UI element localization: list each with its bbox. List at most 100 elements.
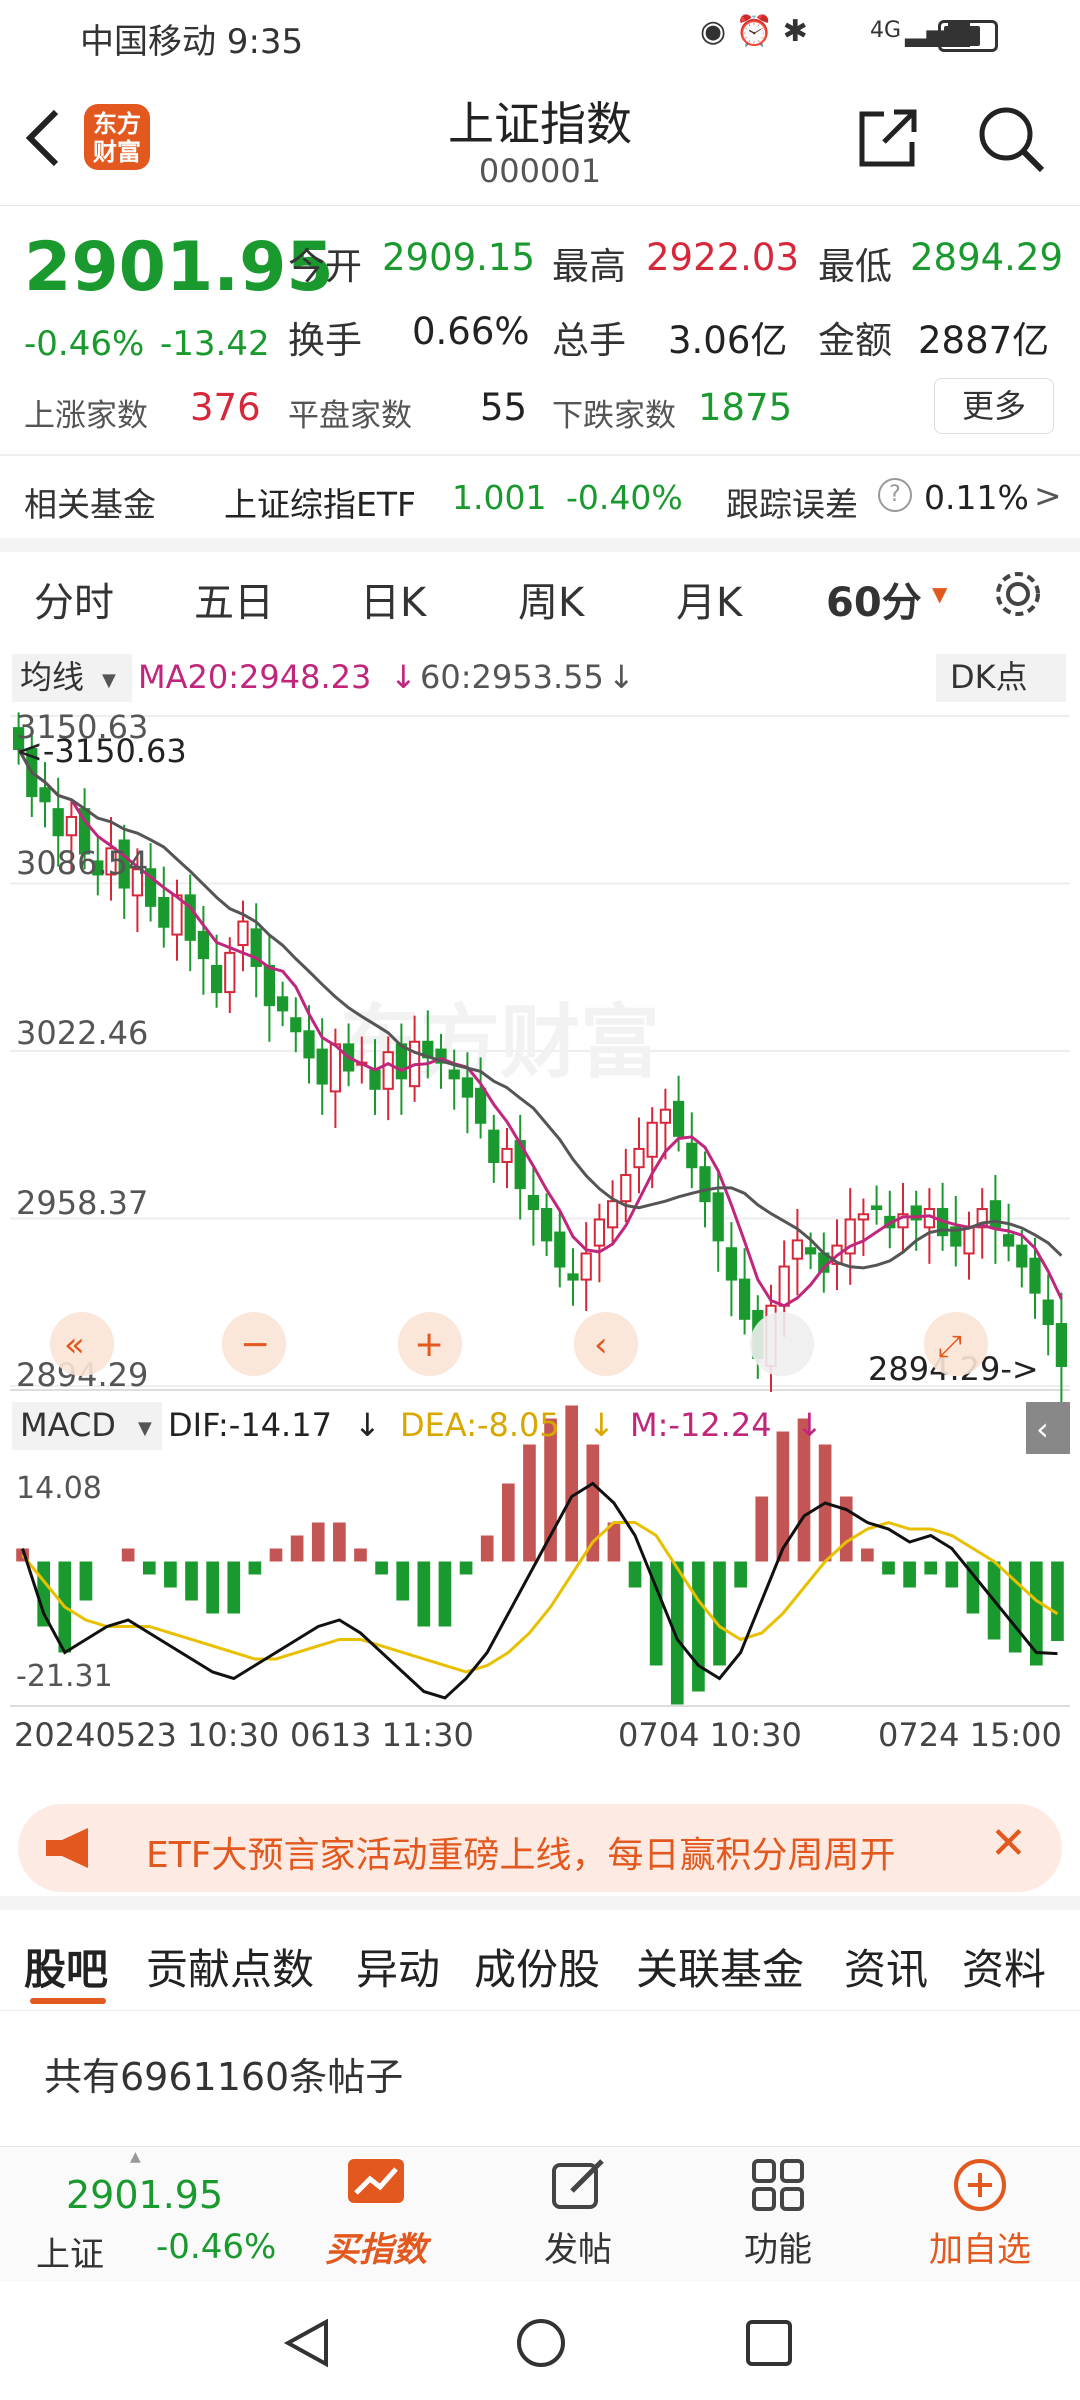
candle-body [725, 1247, 738, 1281]
nav-back-icon[interactable] [282, 2318, 332, 2368]
nav-home-icon[interactable] [514, 2316, 568, 2370]
flat-count-label: 平盘家数 [288, 398, 412, 434]
tab-five-day[interactable]: 五日 [194, 580, 274, 626]
candle-body [131, 868, 144, 897]
amount-label: 金额 [818, 319, 892, 362]
ma-type-select[interactable] [12, 654, 132, 702]
kline-chart-panel[interactable]: 东方财富 均线 ▼ MA20:2948.23 ↓ 60:2953.55 ↓ DK… [10, 650, 1070, 1790]
expand-caret-icon[interactable]: ▲ [130, 2149, 141, 2165]
kline-chart[interactable]: 东方财富 均线 ▼ MA20:2948.23 ↓ 60:2953.55 ↓ DK… [10, 650, 1070, 1790]
candle-body [144, 868, 157, 907]
candle-body [488, 1129, 500, 1163]
candle-body [844, 1218, 856, 1255]
candle-body [989, 1200, 1002, 1229]
nav-recents-icon[interactable] [744, 2318, 794, 2368]
tab-constituents[interactable]: 成份股 [474, 1945, 601, 1994]
related-fund-row[interactable]: 相关基金 上证综指ETF 1.001 -0.40% 跟踪误差 ? 0.11% > [0, 462, 1080, 530]
candle-body [118, 839, 130, 889]
candle-body [1042, 1299, 1054, 1326]
ma20-down-arrow: ↓ [390, 658, 417, 696]
ma-lines [17, 748, 1063, 1308]
tab-fenshi[interactable]: 分时 [34, 580, 114, 626]
volume-value: 3.06亿 [668, 319, 788, 362]
svg-text:«: « [64, 1325, 85, 1365]
scroll-left-button[interactable]: « [50, 1312, 114, 1376]
candle-body [501, 1147, 513, 1163]
back-icon[interactable] [22, 108, 62, 168]
fullscreen-button[interactable]: ⤢ [924, 1312, 988, 1376]
dk-button[interactable] [936, 654, 1066, 702]
candle-body [105, 847, 117, 876]
x-label-1: 20240523 10:30 [14, 1716, 279, 1754]
tab-60min-dropdown-icon[interactable]: ▼ [932, 582, 948, 606]
up-count-label: 上涨家数 [24, 398, 148, 434]
dea-line [21, 1520, 1059, 1674]
candle-body [870, 1205, 883, 1211]
ma-type-dropdown-icon[interactable]: ▼ [102, 670, 116, 691]
tab-guba[interactable]: 股吧 [24, 1945, 109, 1994]
post-button[interactable]: 发帖 [508, 2157, 648, 2271]
candle-body [65, 815, 78, 837]
more-button[interactable]: 更多 [934, 378, 1054, 434]
tab-week-k[interactable]: 周K [518, 580, 585, 626]
promo-banner[interactable]: ETF大预言家活动重磅上线，每日赢积分周周开 ✕ [18, 1804, 1062, 1892]
search-icon[interactable] [976, 104, 1046, 174]
settings-gear-icon[interactable] [990, 566, 1046, 622]
add-watchlist-label: 加自选 [929, 2230, 1031, 2270]
period-tabs: 分时 五日 日K 周K 月K 60分 ▼ [0, 552, 1080, 642]
candle-body [686, 1142, 698, 1169]
battery-icon [938, 20, 998, 52]
candle-body [158, 896, 170, 928]
max-price-label: <-3150.63 [16, 732, 187, 770]
plus-circle-icon [954, 2159, 1006, 2211]
step-left-button[interactable]: ‹ [574, 1312, 638, 1376]
collapse-panel-button[interactable] [1026, 1402, 1070, 1454]
tab-day-k[interactable]: 日K [360, 580, 427, 626]
help-icon[interactable]: ? [878, 478, 912, 512]
section-gap [0, 538, 1080, 552]
tab-profile[interactable]: 资料 [962, 1945, 1047, 1994]
ma20-line [17, 748, 1063, 1308]
change-value: -13.42 [160, 324, 270, 364]
macd-series [16, 1405, 1064, 1705]
low-value: 2894.29 [910, 236, 1064, 279]
indicator-select[interactable] [12, 1402, 162, 1450]
dif-line [21, 1481, 1058, 1700]
candle-body [52, 808, 64, 837]
candle-body [950, 1226, 962, 1247]
candle-body [897, 1213, 909, 1229]
tracking-error-value: 0.11% [924, 478, 1029, 517]
candle-body [250, 928, 262, 967]
tab-60min[interactable]: 60分 [826, 580, 922, 626]
network-label: 4G [870, 18, 902, 43]
candle-body [448, 1069, 460, 1080]
dif-value: DIF:-14.17 [168, 1406, 332, 1444]
candle-body [276, 996, 289, 1012]
tab-news[interactable]: 资讯 [844, 1945, 929, 1994]
volume-label: 总手 [552, 319, 626, 362]
bottom-price: 2901.95 [66, 2173, 224, 2217]
zoom-out-button[interactable]: − [222, 1312, 286, 1376]
candle-body [395, 1043, 408, 1080]
high-value: 2922.03 [646, 236, 800, 279]
step-right-button[interactable] [750, 1312, 814, 1376]
tab-contribution[interactable]: 贡献点数 [146, 1945, 315, 1994]
candle-body [659, 1108, 672, 1124]
y-tick-2: 3086.54 [16, 844, 148, 882]
add-watchlist-button[interactable]: 加自选 [910, 2157, 1050, 2271]
candle-body [567, 1273, 579, 1281]
tab-anomaly[interactable]: 异动 [356, 1945, 441, 1994]
y-tick-4: 2958.37 [16, 1184, 148, 1222]
banner-close-icon[interactable]: ✕ [990, 1818, 1027, 1869]
zoom-in-button[interactable]: + [398, 1312, 462, 1376]
candle-body [303, 1030, 315, 1059]
tab-month-k[interactable]: 月K [676, 580, 743, 626]
current-price: 2901.95 [24, 228, 334, 307]
buy-index-button[interactable]: 买指数 [306, 2157, 446, 2271]
share-icon[interactable] [856, 106, 920, 170]
indicator-dropdown-icon[interactable]: ▼ [138, 1418, 152, 1439]
header: 东方 财富 上证指数 000001 [0, 70, 1080, 206]
active-tab-indicator [30, 1998, 106, 2004]
functions-button[interactable]: 功能 [708, 2157, 848, 2271]
tab-related-funds[interactable]: 关联基金 [636, 1945, 805, 1994]
